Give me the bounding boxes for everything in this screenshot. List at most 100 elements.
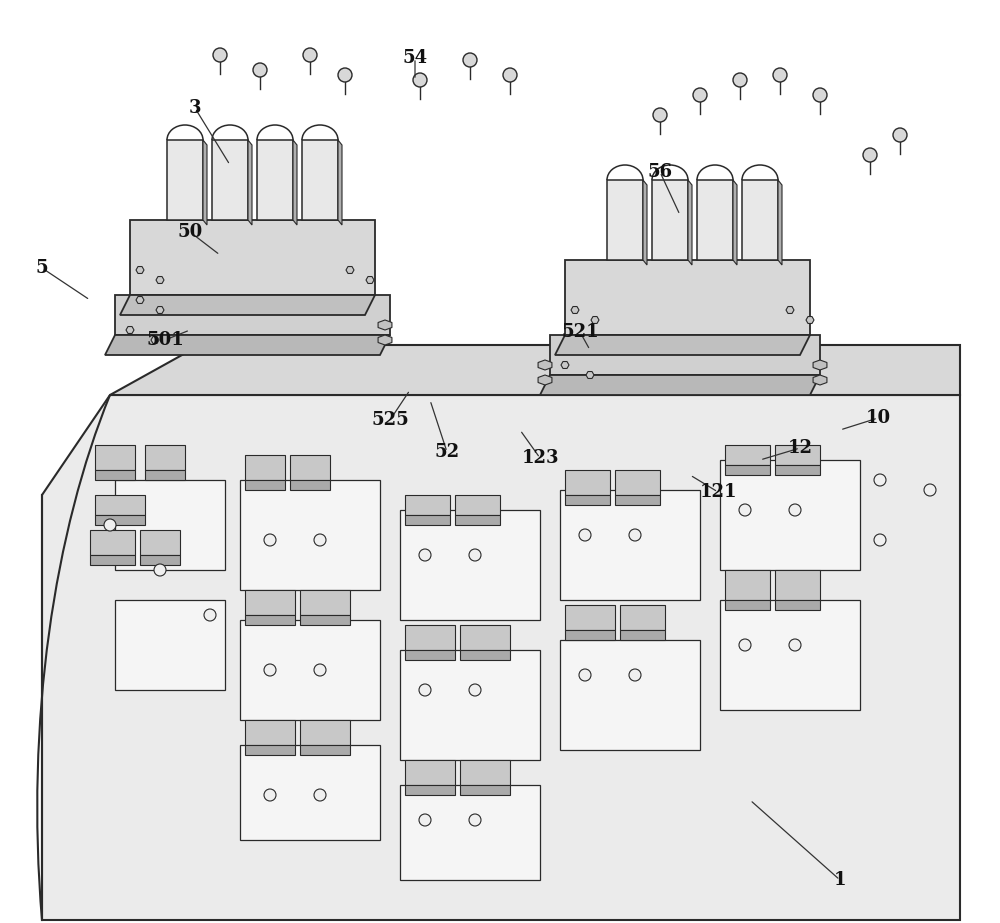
Circle shape: [303, 48, 317, 62]
Polygon shape: [346, 267, 354, 273]
Circle shape: [413, 73, 427, 87]
Circle shape: [419, 684, 431, 696]
Polygon shape: [538, 360, 552, 370]
Circle shape: [338, 68, 352, 82]
Polygon shape: [126, 327, 134, 333]
Circle shape: [213, 48, 227, 62]
Circle shape: [629, 529, 641, 541]
Text: 121: 121: [699, 483, 737, 501]
Circle shape: [503, 68, 517, 82]
Polygon shape: [538, 375, 552, 385]
Polygon shape: [240, 480, 380, 590]
Circle shape: [469, 549, 481, 561]
Circle shape: [739, 639, 751, 651]
Polygon shape: [136, 296, 144, 304]
Polygon shape: [460, 785, 510, 795]
Polygon shape: [257, 140, 293, 220]
Circle shape: [463, 53, 477, 67]
Polygon shape: [105, 335, 390, 355]
Polygon shape: [620, 605, 665, 630]
Circle shape: [813, 88, 827, 102]
Polygon shape: [775, 600, 820, 610]
Polygon shape: [775, 570, 820, 600]
Polygon shape: [455, 495, 500, 515]
Polygon shape: [110, 345, 960, 395]
Polygon shape: [167, 140, 203, 220]
Polygon shape: [620, 630, 665, 640]
Polygon shape: [245, 480, 285, 490]
Polygon shape: [338, 140, 342, 225]
Circle shape: [773, 68, 787, 82]
Polygon shape: [378, 335, 392, 345]
Circle shape: [204, 609, 216, 621]
Text: 123: 123: [521, 449, 559, 467]
Polygon shape: [95, 495, 145, 515]
Polygon shape: [145, 470, 185, 480]
Polygon shape: [725, 600, 770, 610]
Circle shape: [314, 789, 326, 801]
Polygon shape: [115, 480, 225, 570]
Polygon shape: [300, 720, 350, 745]
Circle shape: [264, 534, 276, 546]
Polygon shape: [300, 745, 350, 755]
Polygon shape: [720, 600, 860, 710]
Circle shape: [104, 519, 116, 531]
Polygon shape: [240, 620, 380, 720]
Circle shape: [469, 814, 481, 826]
Polygon shape: [400, 785, 540, 880]
Text: 50: 50: [177, 223, 203, 241]
Polygon shape: [778, 180, 782, 265]
Circle shape: [314, 534, 326, 546]
Text: 5: 5: [36, 259, 48, 277]
Polygon shape: [405, 650, 455, 660]
Polygon shape: [643, 180, 647, 265]
Polygon shape: [245, 455, 285, 480]
Circle shape: [419, 814, 431, 826]
Text: 52: 52: [434, 443, 460, 461]
Polygon shape: [555, 335, 810, 355]
Polygon shape: [806, 317, 814, 323]
Polygon shape: [775, 445, 820, 465]
Text: 521: 521: [561, 323, 599, 341]
Polygon shape: [240, 745, 380, 840]
Polygon shape: [591, 317, 599, 323]
Polygon shape: [586, 372, 594, 378]
Polygon shape: [405, 515, 450, 525]
Polygon shape: [455, 515, 500, 525]
Polygon shape: [775, 465, 820, 475]
Text: 525: 525: [371, 411, 409, 429]
Text: 10: 10: [865, 409, 891, 427]
Polygon shape: [145, 445, 185, 470]
Polygon shape: [565, 630, 615, 640]
Polygon shape: [245, 590, 295, 615]
Polygon shape: [697, 180, 733, 260]
Polygon shape: [561, 362, 569, 368]
Polygon shape: [95, 470, 135, 480]
Polygon shape: [550, 335, 820, 375]
Polygon shape: [290, 455, 330, 480]
Polygon shape: [720, 460, 860, 570]
Polygon shape: [290, 480, 330, 490]
Polygon shape: [786, 306, 794, 314]
Polygon shape: [540, 375, 820, 395]
Polygon shape: [130, 220, 375, 295]
Circle shape: [874, 534, 886, 546]
Polygon shape: [400, 510, 540, 620]
Circle shape: [893, 128, 907, 142]
Polygon shape: [460, 625, 510, 650]
Polygon shape: [652, 180, 688, 260]
Polygon shape: [405, 625, 455, 650]
Polygon shape: [725, 445, 770, 465]
Polygon shape: [248, 140, 252, 225]
Polygon shape: [813, 375, 827, 385]
Polygon shape: [405, 760, 455, 785]
Polygon shape: [293, 140, 297, 225]
Circle shape: [789, 504, 801, 516]
Polygon shape: [90, 555, 135, 565]
Circle shape: [579, 529, 591, 541]
Polygon shape: [400, 650, 540, 760]
Polygon shape: [607, 180, 643, 260]
Circle shape: [789, 639, 801, 651]
Circle shape: [629, 669, 641, 681]
Polygon shape: [405, 495, 450, 515]
